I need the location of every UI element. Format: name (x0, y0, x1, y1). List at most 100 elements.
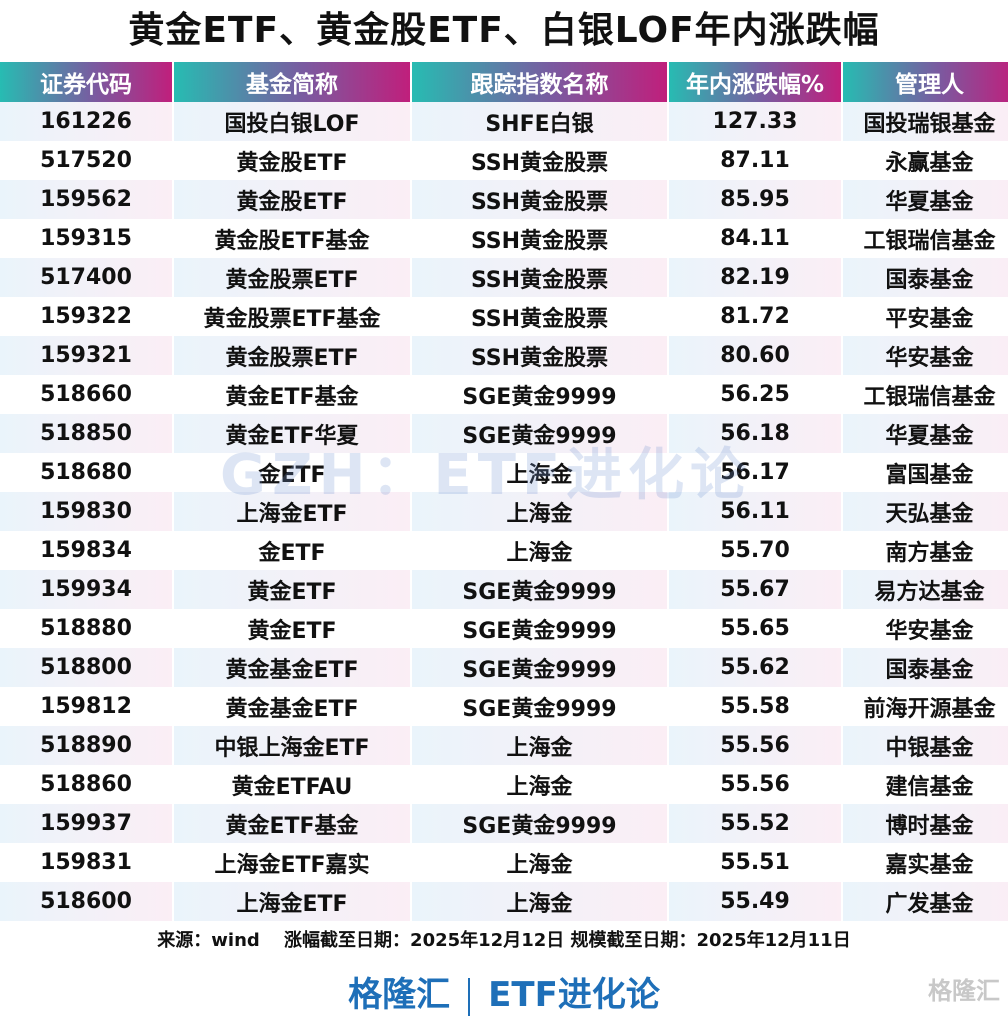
cell-change: 55.56 (720, 772, 790, 797)
cell-index: 上海金 (412, 726, 667, 765)
fund-table: 证券代码 基金简称 跟踪指数名称 年内涨跌幅% 管理人 161226 国投白银LO… (0, 62, 1008, 921)
cell-manager: 易方达基金 (843, 570, 1008, 609)
cell-code: 518860 (40, 772, 132, 797)
cell-code: 159562 (0, 180, 172, 219)
brand-footer: 格隆汇 ETF进化论 (0, 967, 1008, 1016)
cell-code: 159834 (40, 538, 132, 563)
cell-index: SGE黄金9999 (462, 696, 617, 722)
cell-index: SSH黄金股票 (412, 336, 667, 375)
cell-manager: 华安基金 (843, 336, 1008, 375)
header-code: 证券代码 (0, 62, 172, 102)
cell-change: 85.95 (669, 180, 841, 219)
cell-change: 81.72 (720, 304, 790, 329)
cell-code: 159934 (0, 570, 172, 609)
cell-change: 55.70 (720, 538, 790, 563)
cell-change: 84.11 (720, 226, 790, 251)
cell-name: 上海金ETF嘉实 (214, 852, 370, 878)
cell-index: 上海金 (412, 882, 667, 921)
cell-index: SHFE白银 (412, 102, 667, 141)
table-header: 证券代码 基金简称 跟踪指数名称 年内涨跌幅% 管理人 (0, 62, 1008, 102)
source-note: 来源：wind 涨幅截至日期：2025年12月12日 规模截至日期：2025年1… (157, 930, 851, 951)
table-row: 518880 黄金ETF SGE黄金9999 55.65 华安基金 (0, 609, 1008, 648)
cell-index: SSH黄金股票 (412, 180, 667, 219)
cell-change: 55.56 (669, 726, 841, 765)
logo-watermark: 格隆汇 (928, 977, 1000, 1005)
cell-manager: 南方基金 (885, 540, 974, 566)
cell-name: 上海金ETF (174, 882, 410, 921)
cell-index: SGE黄金9999 (412, 648, 667, 687)
cell-manager: 工银瑞信基金 (863, 228, 996, 254)
table-row: 159937 黄金ETF基金 SGE黄金9999 55.52 博时基金 (0, 804, 1008, 843)
table-row: 517520 黄金股ETF SSH黄金股票 87.11 永赢基金 (0, 141, 1008, 180)
cell-manager: 国泰基金 (843, 648, 1008, 687)
cell-code: 159315 (40, 226, 132, 251)
table-row: 159831 上海金ETF嘉实 上海金 55.51 嘉实基金 (0, 843, 1008, 882)
cell-name: 黄金ETFAU (231, 774, 353, 800)
cell-manager: 华夏基金 (843, 180, 1008, 219)
header-index: 跟踪指数名称 (412, 62, 667, 102)
cell-code: 518680 (40, 460, 132, 485)
table-row: 159321 黄金股票ETF SSH黄金股票 80.60 华安基金 (0, 336, 1008, 375)
table-row: 159834 金ETF 上海金 55.70 南方基金 (0, 531, 1008, 570)
cell-index: SSH黄金股票 (470, 150, 609, 176)
table-row: 518850 黄金ETF华夏 SGE黄金9999 56.18 华夏基金 (0, 414, 1008, 453)
cell-name: 黄金股ETF (174, 180, 410, 219)
cell-manager: 中银基金 (843, 726, 1008, 765)
cell-manager: 华夏基金 (843, 414, 1008, 453)
table-row: 517400 黄金股票ETF SSH黄金股票 82.19 国泰基金 (0, 258, 1008, 297)
cell-change: 55.67 (669, 570, 841, 609)
brand-left: 格隆汇 (348, 975, 451, 1015)
cell-manager: 博时基金 (843, 804, 1008, 843)
cell-index: SSH黄金股票 (470, 306, 609, 332)
table-row: 518680 金ETF 上海金 56.17 富国基金 (0, 453, 1008, 492)
cell-code: 518890 (0, 726, 172, 765)
cell-name: 黄金股ETF基金 (214, 228, 370, 254)
cell-code: 159831 (40, 850, 132, 875)
cell-change: 56.17 (720, 460, 790, 485)
cell-change: 80.60 (669, 336, 841, 375)
table-row: 518860 黄金ETFAU 上海金 55.56 建信基金 (0, 765, 1008, 804)
cell-code: 518850 (0, 414, 172, 453)
cell-name: 国投白银LOF (174, 102, 410, 141)
cell-change: 55.58 (720, 694, 790, 719)
cell-change: 127.33 (669, 102, 841, 141)
header-name: 基金简称 (174, 62, 410, 102)
table-row: 159934 黄金ETF SGE黄金9999 55.67 易方达基金 (0, 570, 1008, 609)
page-title: 黄金ETF、黄金股ETF、白银LOF年内涨跌幅 (128, 10, 880, 51)
table-row: 159322 黄金股票ETF基金 SSH黄金股票 81.72 平安基金 (0, 297, 1008, 336)
cell-index: 上海金 (506, 852, 573, 878)
cell-change: 56.18 (669, 414, 841, 453)
cell-manager: 前海开源基金 (863, 696, 996, 722)
cell-code: 159322 (40, 304, 132, 329)
cell-change: 55.52 (669, 804, 841, 843)
table-row: 518600 上海金ETF 上海金 55.49 广发基金 (0, 882, 1008, 921)
table-row: 159315 黄金股ETF基金 SSH黄金股票 84.11 工银瑞信基金 (0, 219, 1008, 258)
cell-change: 55.51 (720, 850, 790, 875)
cell-name: 黄金ETF华夏 (174, 414, 410, 453)
header-change: 年内涨跌幅% (669, 62, 841, 102)
table-row: 518890 中银上海金ETF 上海金 55.56 中银基金 (0, 726, 1008, 765)
cell-name: 金ETF (258, 462, 326, 488)
cell-manager: 天弘基金 (843, 492, 1008, 531)
cell-name: 黄金基金ETF (225, 696, 359, 722)
cell-name: 黄金ETF基金 (174, 804, 410, 843)
cell-name: 黄金基金ETF (174, 648, 410, 687)
cell-code: 159937 (0, 804, 172, 843)
cell-change: 55.62 (669, 648, 841, 687)
cell-name: 黄金ETF (174, 570, 410, 609)
cell-manager: 广发基金 (843, 882, 1008, 921)
cell-name: 黄金ETF (247, 618, 337, 644)
cell-index: SGE黄金9999 (462, 384, 617, 410)
cell-name: 黄金股票ETF基金 (203, 306, 381, 332)
cell-change: 56.25 (720, 382, 790, 407)
cell-manager: 华安基金 (885, 618, 974, 644)
cell-change: 82.19 (669, 258, 841, 297)
cell-manager: 平安基金 (885, 306, 974, 332)
cell-name: 黄金股ETF (236, 150, 348, 176)
cell-name: 上海金ETF (174, 492, 410, 531)
table-row: 518800 黄金基金ETF SGE黄金9999 55.62 国泰基金 (0, 648, 1008, 687)
cell-manager: 永赢基金 (885, 150, 974, 176)
cell-code: 518660 (40, 382, 132, 407)
cell-manager: 国泰基金 (843, 258, 1008, 297)
cell-manager: 工银瑞信基金 (863, 384, 996, 410)
